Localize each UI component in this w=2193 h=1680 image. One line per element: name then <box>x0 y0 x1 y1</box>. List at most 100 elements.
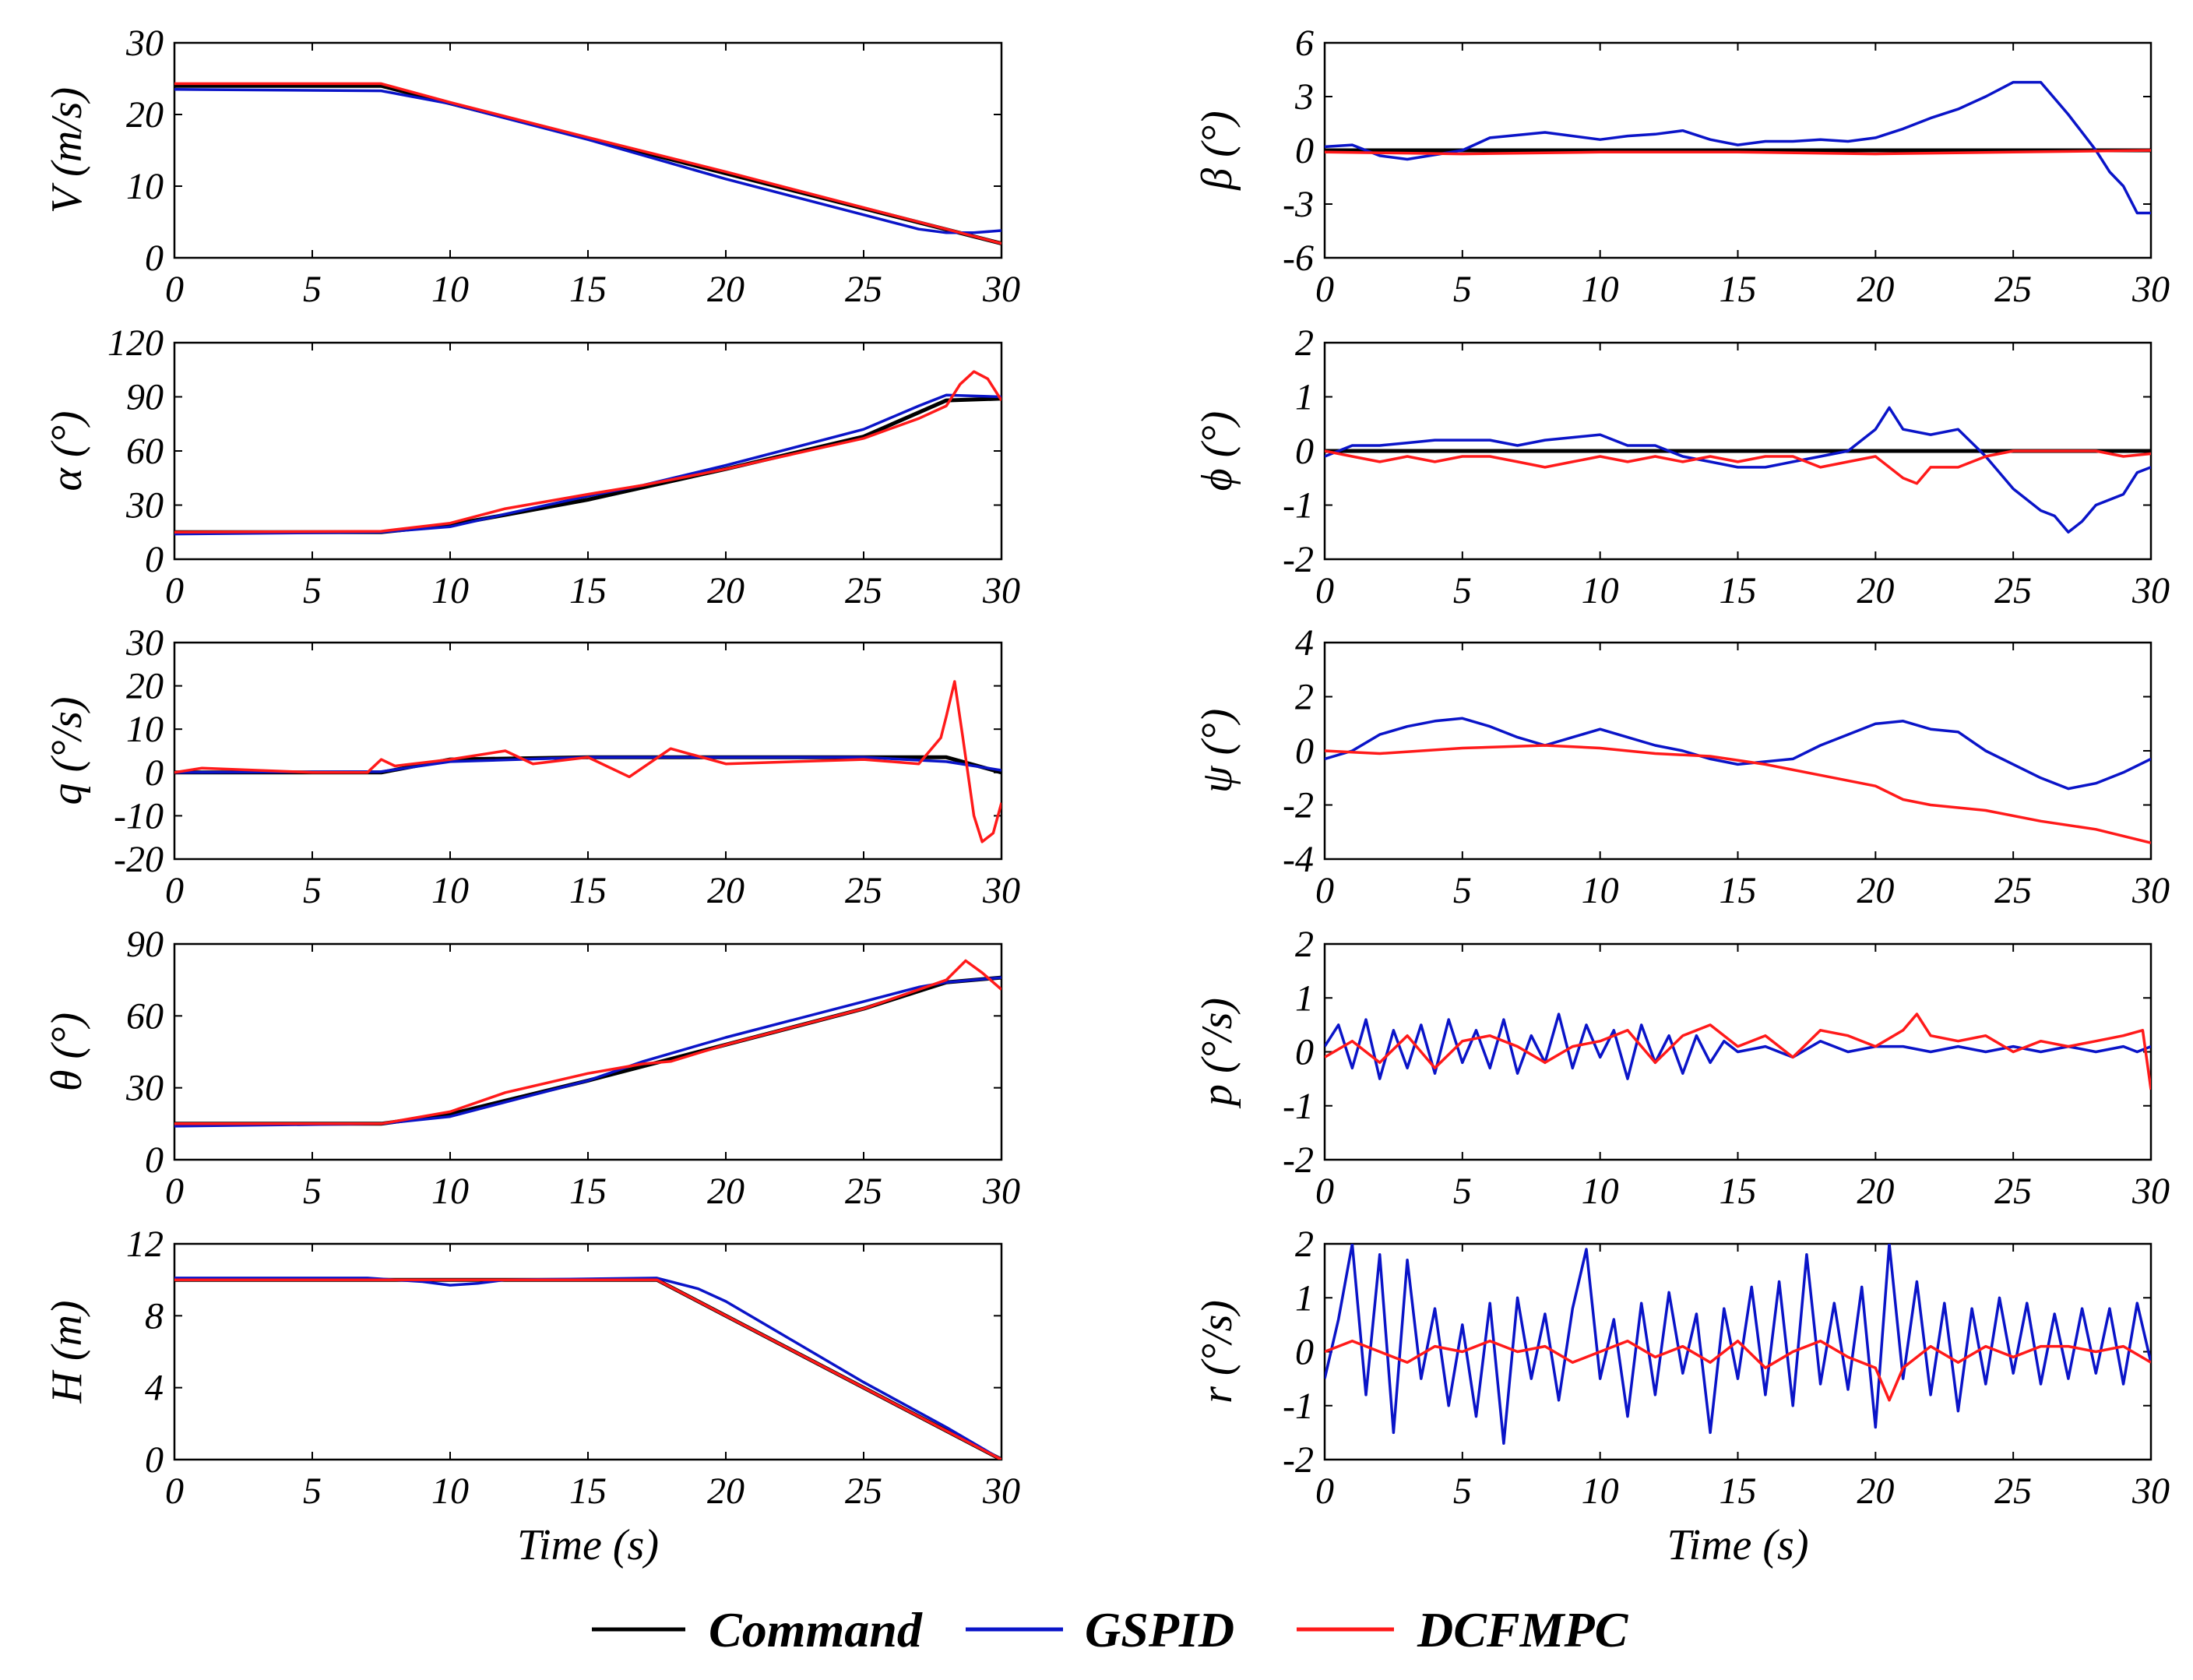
x-tick-label-theta: 25 <box>845 1171 882 1212</box>
series-group-theta <box>174 959 1001 1128</box>
subplot-phi: 0 5 10 15 20 25 30 -2 -1 0 1 2 ϕ (°) <box>1193 322 2170 611</box>
y-tick-label-phi: 1 <box>1295 377 1314 418</box>
y-tick-label-q: 10 <box>126 709 164 750</box>
y-tick-label-psi: -4 <box>1283 839 1314 880</box>
series-group-r <box>1325 1244 2151 1445</box>
y-tick-label-r: -1 <box>1283 1386 1314 1427</box>
series-line-theta-dcfmpc <box>174 959 1001 1125</box>
x-tick-label-H: 25 <box>845 1470 882 1512</box>
series-line-p-dcfmpc <box>1325 1013 2151 1090</box>
y-tick-label-r: 1 <box>1295 1277 1314 1319</box>
y-axis-label-r: r (°/s) <box>1193 1300 1241 1404</box>
y-tick-label-psi: 2 <box>1295 677 1314 718</box>
x-tick-label-phi: 30 <box>2131 570 2170 611</box>
y-tick-label-psi: 4 <box>1295 622 1314 664</box>
y-axis-label-q: q (°/s) <box>43 696 91 805</box>
y-tick-label-p: -1 <box>1283 1086 1314 1127</box>
y-tick-label-alpha: 120 <box>107 322 164 364</box>
legend-label-command: Command <box>709 1602 923 1657</box>
y-tick-label-H: 4 <box>145 1368 164 1409</box>
series-line-beta-dcfmpc <box>1325 149 2151 156</box>
plot-area-theta <box>173 942 1003 1161</box>
series-line-H-dcfmpc <box>174 1278 1001 1460</box>
y-axis-label-V: V (m/s) <box>43 87 91 213</box>
x-tick-label-theta: 0 <box>165 1171 184 1212</box>
y-tick-label-alpha: 0 <box>145 539 164 580</box>
y-tick-label-p: 0 <box>1295 1032 1314 1073</box>
series-line-psi-dcfmpc <box>1325 744 2151 844</box>
y-tick-label-q: 20 <box>126 666 164 707</box>
y-tick-label-alpha: 90 <box>126 377 164 418</box>
x-tick-label-p: 15 <box>1720 1171 1757 1212</box>
y-tick-label-phi: 2 <box>1295 322 1314 364</box>
y-tick-label-p: -2 <box>1283 1139 1314 1181</box>
y-tick-label-V: 30 <box>125 23 164 64</box>
y-tick-label-p: 2 <box>1295 924 1314 965</box>
x-tick-label-V: 25 <box>845 269 882 310</box>
y-tick-label-H: 0 <box>145 1439 164 1481</box>
x-tick-label-p: 0 <box>1315 1171 1334 1212</box>
x-tick-label-V: 5 <box>303 269 322 310</box>
x-tick-label-psi: 10 <box>1582 870 1619 911</box>
series-group-alpha <box>174 370 1001 536</box>
y-axis-label-beta: β (°) <box>1193 111 1241 191</box>
y-tick-label-V: 0 <box>145 238 164 279</box>
y-tick-label-q: 30 <box>125 622 164 664</box>
y-axis-label-theta: θ (°) <box>43 1013 91 1091</box>
x-tick-label-q: 25 <box>845 870 882 911</box>
y-tick-label-r: -2 <box>1283 1439 1314 1481</box>
y-tick-label-beta: -3 <box>1283 184 1314 225</box>
x-tick-label-beta: 25 <box>1994 269 2032 310</box>
x-tick-label-p: 5 <box>1453 1171 1472 1212</box>
x-tick-label-r: 30 <box>2131 1470 2170 1512</box>
x-tick-label-alpha: 20 <box>707 570 744 611</box>
series-group-phi <box>1325 406 2151 534</box>
series-line-phi-dcfmpc <box>1325 449 2151 485</box>
x-tick-label-r: 25 <box>1994 1470 2032 1512</box>
series-group-V <box>174 82 1001 246</box>
x-tick-label-r: 0 <box>1315 1470 1334 1512</box>
x-tick-label-theta: 20 <box>707 1171 744 1212</box>
x-tick-label-p: 10 <box>1582 1171 1619 1212</box>
legend: Command GSPID DCFMPC <box>592 1602 1629 1657</box>
y-tick-label-theta: 90 <box>126 924 164 965</box>
subplot-H: 0 5 10 15 20 25 30 0 4 8 12 H (m) Time (s) <box>43 1224 1020 1569</box>
x-tick-label-V: 30 <box>982 269 1020 310</box>
subplot-theta: 0 5 10 15 20 25 30 0 30 60 90 θ (°) <box>43 924 1020 1212</box>
y-tick-label-beta: -6 <box>1283 238 1314 279</box>
x-tick-label-beta: 5 <box>1453 269 1472 310</box>
y-tick-label-H: 12 <box>126 1224 164 1265</box>
x-tick-label-alpha: 15 <box>569 570 607 611</box>
y-tick-label-theta: 30 <box>125 1068 164 1109</box>
y-tick-label-p: 1 <box>1295 977 1314 1019</box>
x-tick-label-phi: 20 <box>1857 570 1894 611</box>
x-tick-label-q: 30 <box>982 870 1020 911</box>
y-tick-label-q: -20 <box>114 839 164 880</box>
y-tick-label-theta: 0 <box>145 1139 164 1181</box>
x-tick-label-alpha: 25 <box>845 570 882 611</box>
x-tick-label-q: 0 <box>165 870 184 911</box>
y-axis-label-p: p (°/s) <box>1193 998 1241 1109</box>
plot-area-psi <box>1323 641 2153 861</box>
x-tick-label-psi: 0 <box>1315 870 1334 911</box>
x-tick-label-psi: 15 <box>1720 870 1757 911</box>
x-tick-label-H: 5 <box>303 1470 322 1512</box>
series-group-beta <box>1325 80 2151 215</box>
y-tick-label-r: 0 <box>1295 1332 1314 1373</box>
x-tick-label-r: 15 <box>1720 1470 1757 1512</box>
x-tick-label-p: 25 <box>1994 1171 2032 1212</box>
legend-label-dcfmpc: DCFMPC <box>1417 1602 1629 1657</box>
y-tick-label-beta: 6 <box>1295 23 1314 64</box>
x-axis-label-H: Time (s) <box>517 1521 659 1569</box>
y-tick-label-psi: 0 <box>1295 731 1314 772</box>
subplot-beta: 0 5 10 15 20 25 30 -6 -3 0 3 6 β (°) <box>1193 23 2170 310</box>
y-axis-label-H: H (m) <box>43 1300 91 1404</box>
y-tick-label-alpha: 30 <box>125 485 164 527</box>
x-tick-label-alpha: 10 <box>431 570 469 611</box>
x-tick-label-beta: 0 <box>1315 269 1334 310</box>
x-tick-label-phi: 0 <box>1315 570 1334 611</box>
plot-area-V <box>173 41 1003 259</box>
x-tick-label-theta: 10 <box>431 1171 469 1212</box>
series-group-p <box>1325 1013 2151 1090</box>
y-tick-label-phi: -1 <box>1283 485 1314 527</box>
